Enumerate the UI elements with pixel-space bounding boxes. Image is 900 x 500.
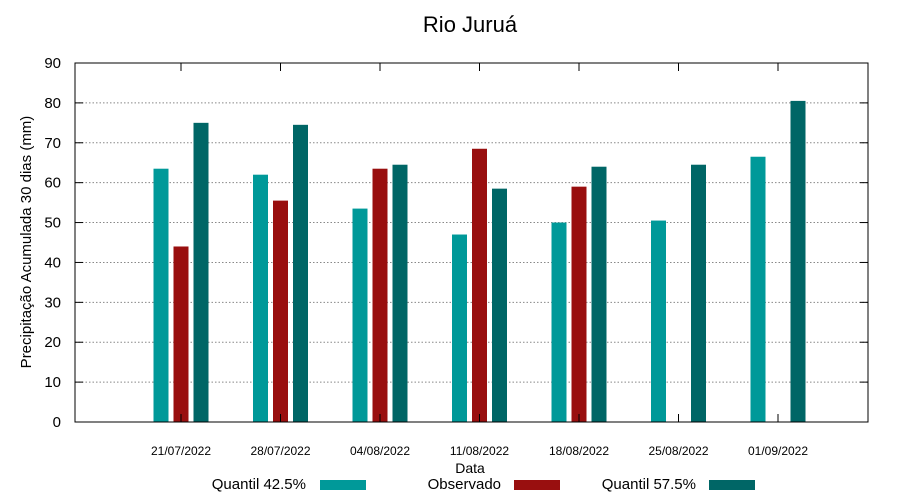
x-tick-label: 11/08/2022	[450, 444, 509, 458]
bar	[173, 246, 189, 422]
y-tick-label: 40	[44, 254, 61, 271]
bar	[193, 122, 209, 422]
y-tick-label: 0	[53, 414, 61, 431]
legend: Quantil 42.5% Observado Quantil 57.5%	[212, 476, 755, 493]
bar	[750, 156, 766, 422]
bar	[691, 164, 706, 422]
x-tick-label: 18/08/2022	[549, 444, 609, 458]
chart-title: Rio Juruá	[423, 12, 518, 37]
x-axis-label: Data	[455, 460, 485, 476]
x-tick-label: 04/08/2022	[350, 444, 410, 458]
bar	[392, 164, 408, 422]
bar	[372, 168, 388, 422]
y-tick-label: 50	[44, 215, 61, 232]
legend-label: Quantil 42.5%	[212, 476, 306, 493]
y-tick-label: 60	[44, 175, 61, 192]
bar	[253, 174, 268, 422]
x-tick-label: 25/08/2022	[648, 444, 708, 458]
legend-label: Observado	[428, 476, 501, 493]
bar	[293, 124, 308, 423]
bar	[452, 234, 467, 422]
bar	[472, 148, 487, 422]
bar	[571, 186, 587, 422]
x-tick-label: 28/07/2022	[250, 444, 310, 458]
bar	[551, 222, 567, 422]
x-tick-label: 21/07/2022	[151, 444, 211, 458]
bar	[352, 208, 368, 422]
bar	[153, 168, 169, 422]
y-axis-ticks: 0 10 20 30 40 50 60 70 80 90	[44, 55, 868, 431]
y-tick-label: 70	[44, 135, 61, 152]
y-tick-label: 20	[44, 334, 61, 351]
legend-swatch	[514, 480, 560, 490]
bar	[651, 220, 666, 422]
y-axis-label: Precipitação Acumulada 30 dias (mm)	[18, 116, 35, 369]
plot-frame	[74, 62, 869, 423]
bars	[153, 100, 806, 423]
bar	[790, 100, 806, 423]
bar	[273, 200, 288, 422]
y-tick-label: 10	[44, 374, 61, 391]
x-tick-label: 01/09/2022	[748, 444, 808, 458]
legend-swatch	[320, 480, 366, 490]
legend-label: Quantil 57.5%	[602, 476, 696, 493]
y-tick-label: 30	[44, 294, 61, 311]
bar	[591, 166, 607, 422]
legend-swatch	[709, 480, 755, 490]
grid-lines	[75, 102, 868, 383]
x-axis-ticks: 21/07/2022 28/07/2022 04/08/2022 11/08/2022…	[151, 63, 808, 458]
y-tick-label: 90	[44, 55, 61, 72]
bar	[492, 188, 507, 422]
y-tick-label: 80	[44, 95, 61, 112]
